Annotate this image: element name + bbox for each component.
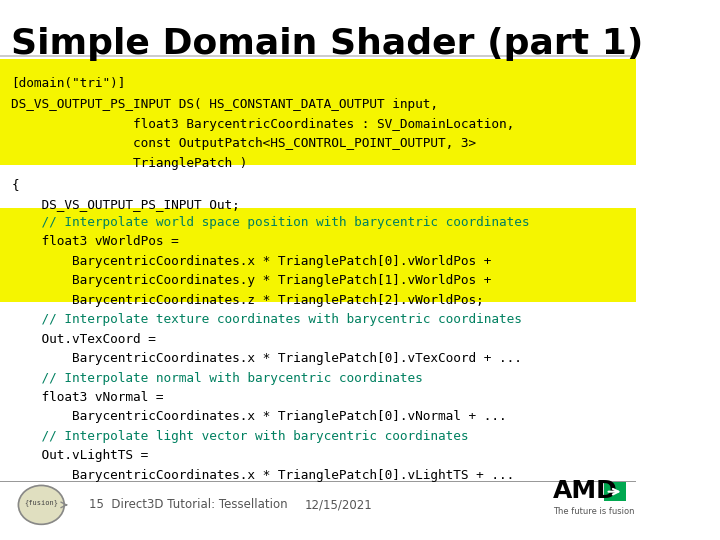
FancyBboxPatch shape [0,481,636,482]
Text: // Interpolate world space position with barycentric coordinates: // Interpolate world space position with… [12,216,530,229]
Text: Simple Domain Shader (part 1): Simple Domain Shader (part 1) [12,27,644,61]
Text: BarycentricCoordinates.x * TrianglePatch[0].vWorldPos +: BarycentricCoordinates.x * TrianglePatch… [12,255,492,268]
Text: AMD: AMD [553,480,618,503]
Text: Out.vLightTS =: Out.vLightTS = [12,449,149,462]
Text: // Interpolate normal with barycentric coordinates: // Interpolate normal with barycentric c… [12,372,423,384]
Text: BarycentricCoordinates.x * TrianglePatch[0].vNormal + ...: BarycentricCoordinates.x * TrianglePatch… [12,410,507,423]
FancyBboxPatch shape [0,59,636,165]
Text: float3 vNormal =: float3 vNormal = [12,391,164,404]
FancyBboxPatch shape [604,482,626,501]
Text: {fusion}: {fusion} [24,500,58,506]
Text: // Interpolate light vector with barycentric coordinates: // Interpolate light vector with barycen… [12,430,469,443]
Text: BarycentricCoordinates.x * TrianglePatch[0].vTexCoord + ...: BarycentricCoordinates.x * TrianglePatch… [12,352,522,365]
Text: DS_VS_OUTPUT_PS_INPUT Out;: DS_VS_OUTPUT_PS_INPUT Out; [12,198,240,211]
Text: 12/15/2021: 12/15/2021 [305,498,373,511]
Text: TrianglePatch ): TrianglePatch ) [12,157,248,170]
Text: BarycentricCoordinates.x * TrianglePatch[0].vLightTS + ...: BarycentricCoordinates.x * TrianglePatch… [12,469,515,482]
Text: Out.vTexCoord =: Out.vTexCoord = [12,333,156,346]
Text: float3 vWorldPos =: float3 vWorldPos = [12,235,179,248]
Text: 15  Direct3D Tutorial: Tessellation: 15 Direct3D Tutorial: Tessellation [89,498,287,511]
Text: BarycentricCoordinates.y * TrianglePatch[1].vWorldPos +: BarycentricCoordinates.y * TrianglePatch… [12,274,492,287]
Text: const OutputPatch<HS_CONTROL_POINT_OUTPUT, 3>: const OutputPatch<HS_CONTROL_POINT_OUTPU… [12,137,477,150]
Circle shape [19,485,64,524]
FancyBboxPatch shape [0,55,636,57]
Text: BarycentricCoordinates.z * TrianglePatch[2].vWorldPos;: BarycentricCoordinates.z * TrianglePatch… [12,294,484,307]
Text: The future is fusion: The future is fusion [553,507,634,516]
Text: [domain("tri")]: [domain("tri")] [12,77,126,90]
FancyBboxPatch shape [0,208,636,302]
Text: {: { [12,178,19,191]
Text: DS_VS_OUTPUT_PS_INPUT DS( HS_CONSTANT_DATA_OUTPUT input,: DS_VS_OUTPUT_PS_INPUT DS( HS_CONSTANT_DA… [12,98,438,111]
Text: float3 BarycentricCoordinates : SV_DomainLocation,: float3 BarycentricCoordinates : SV_Domai… [12,118,515,131]
Text: // Interpolate texture coordinates with barycentric coordinates: // Interpolate texture coordinates with … [12,313,522,326]
